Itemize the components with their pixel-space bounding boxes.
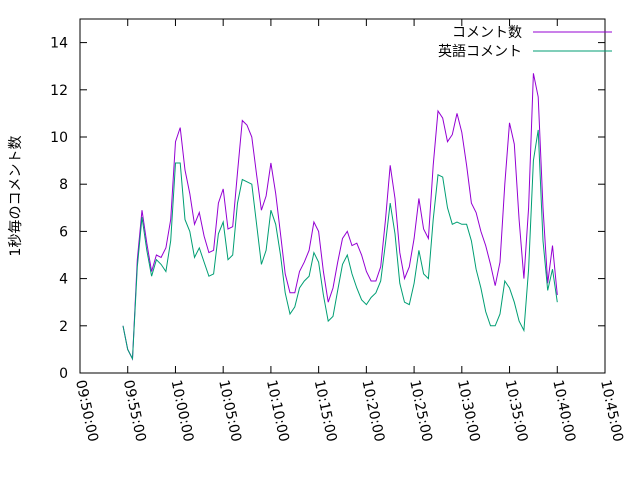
legend-label: コメント数	[452, 25, 522, 41]
x-tick-label: 10:35:00	[502, 379, 531, 444]
data-line	[122, 129, 558, 361]
plot-border	[79, 18, 606, 374]
x-tick-label: 09:55:00	[120, 379, 149, 444]
x-tick-label: 10:25:00	[406, 379, 435, 444]
y-tick-label: 14	[50, 36, 68, 52]
x-tick-label: 10:30:00	[454, 379, 483, 444]
x-tick-label: 10:20:00	[358, 379, 387, 444]
x-tick-label: 10:00:00	[168, 379, 197, 444]
data-line	[122, 73, 558, 361]
y-tick-label: 12	[50, 83, 68, 99]
y-tick-label: 4	[59, 272, 68, 288]
x-tick-label: 10:45:00	[597, 379, 626, 444]
y-tick-label: 2	[59, 319, 68, 335]
x-tick-label: 10:40:00	[549, 379, 578, 444]
y-axis-label: 1秒毎のコメント数	[8, 136, 24, 257]
y-tick-label: 6	[59, 224, 68, 240]
y-tick-label: 0	[59, 366, 68, 382]
x-tick-label: 10:05:00	[215, 379, 244, 444]
x-tick-label: 10:10:00	[263, 379, 292, 444]
x-tick-label: 10:15:00	[311, 379, 340, 444]
y-tick-label: 8	[59, 177, 68, 193]
x-tick-label: 09:50:00	[72, 379, 101, 444]
legend-label: 英語コメント	[438, 43, 522, 60]
y-tick-label: 10	[50, 130, 68, 146]
